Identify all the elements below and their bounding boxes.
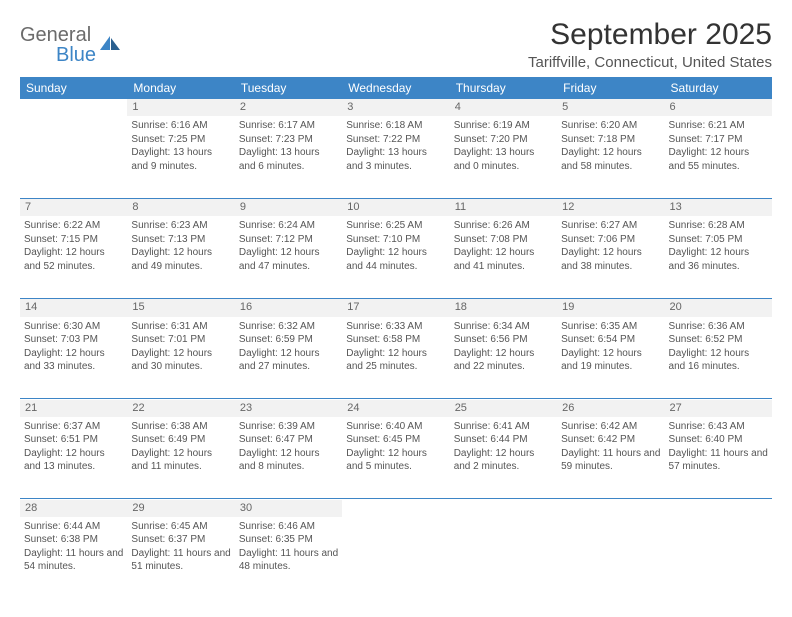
col-tuesday: Tuesday [235, 77, 342, 99]
day-cell: Sunrise: 6:31 AMSunset: 7:01 PMDaylight:… [127, 317, 234, 399]
brand-name-2: Blue [56, 44, 96, 66]
day-cell: Sunrise: 6:32 AMSunset: 6:59 PMDaylight:… [235, 317, 342, 399]
day-cell [557, 517, 664, 599]
day-number: 3 [342, 99, 449, 116]
day-number [342, 500, 449, 517]
day-cell [342, 517, 449, 599]
day-number: 14 [20, 299, 127, 316]
day-cell [665, 517, 772, 599]
day-cell: Sunrise: 6:20 AMSunset: 7:18 PMDaylight:… [557, 116, 664, 198]
day-number: 5 [557, 99, 664, 116]
daynum-row: 78910111213 [20, 199, 772, 216]
week-row: Sunrise: 6:30 AMSunset: 7:03 PMDaylight:… [20, 317, 772, 399]
col-friday: Friday [557, 77, 664, 99]
daynum-row: 123456 [20, 99, 772, 116]
day-number: 26 [557, 400, 664, 417]
day-number: 18 [450, 299, 557, 316]
col-wednesday: Wednesday [342, 77, 449, 99]
day-cell [450, 517, 557, 599]
header: General Blue September 2025 Tariffville,… [20, 18, 772, 71]
day-cell: Sunrise: 6:35 AMSunset: 6:54 PMDaylight:… [557, 317, 664, 399]
week-row: Sunrise: 6:16 AMSunset: 7:25 PMDaylight:… [20, 116, 772, 198]
day-number [450, 500, 557, 517]
day-cell: Sunrise: 6:18 AMSunset: 7:22 PMDaylight:… [342, 116, 449, 198]
day-cell: Sunrise: 6:22 AMSunset: 7:15 PMDaylight:… [20, 216, 127, 298]
day-number: 21 [20, 400, 127, 417]
col-monday: Monday [127, 77, 234, 99]
day-number: 2 [235, 99, 342, 116]
day-cell: Sunrise: 6:27 AMSunset: 7:06 PMDaylight:… [557, 216, 664, 298]
day-cell: Sunrise: 6:28 AMSunset: 7:05 PMDaylight:… [665, 216, 772, 298]
day-cell: Sunrise: 6:43 AMSunset: 6:40 PMDaylight:… [665, 417, 772, 499]
brand-logo: General Blue [20, 26, 120, 66]
day-number: 11 [450, 199, 557, 216]
week-row: Sunrise: 6:37 AMSunset: 6:51 PMDaylight:… [20, 417, 772, 499]
day-cell: Sunrise: 6:21 AMSunset: 7:17 PMDaylight:… [665, 116, 772, 198]
day-cell: Sunrise: 6:38 AMSunset: 6:49 PMDaylight:… [127, 417, 234, 499]
day-cell: Sunrise: 6:39 AMSunset: 6:47 PMDaylight:… [235, 417, 342, 499]
day-number: 15 [127, 299, 234, 316]
day-cell: Sunrise: 6:19 AMSunset: 7:20 PMDaylight:… [450, 116, 557, 198]
day-number: 10 [342, 199, 449, 216]
calendar-table: Sunday Monday Tuesday Wednesday Thursday… [20, 77, 772, 599]
daynum-row: 21222324252627 [20, 400, 772, 417]
day-number [557, 500, 664, 517]
day-number: 25 [450, 400, 557, 417]
day-cell: Sunrise: 6:40 AMSunset: 6:45 PMDaylight:… [342, 417, 449, 499]
day-number: 20 [665, 299, 772, 316]
day-cell: Sunrise: 6:44 AMSunset: 6:38 PMDaylight:… [20, 517, 127, 599]
week-row: Sunrise: 6:22 AMSunset: 7:15 PMDaylight:… [20, 216, 772, 298]
day-number: 28 [20, 500, 127, 517]
day-cell: Sunrise: 6:46 AMSunset: 6:35 PMDaylight:… [235, 517, 342, 599]
daynum-row: 14151617181920 [20, 299, 772, 316]
day-number: 1 [127, 99, 234, 116]
day-number: 29 [127, 500, 234, 517]
day-number: 13 [665, 199, 772, 216]
col-thursday: Thursday [450, 77, 557, 99]
day-number: 9 [235, 199, 342, 216]
day-number: 27 [665, 400, 772, 417]
sail-icon [100, 36, 120, 50]
month-title: September 2025 [528, 18, 772, 52]
day-header-row: Sunday Monday Tuesday Wednesday Thursday… [20, 77, 772, 99]
day-cell: Sunrise: 6:16 AMSunset: 7:25 PMDaylight:… [127, 116, 234, 198]
col-saturday: Saturday [665, 77, 772, 99]
day-cell: Sunrise: 6:23 AMSunset: 7:13 PMDaylight:… [127, 216, 234, 298]
day-number [20, 99, 127, 116]
day-cell: Sunrise: 6:34 AMSunset: 6:56 PMDaylight:… [450, 317, 557, 399]
day-cell: Sunrise: 6:25 AMSunset: 7:10 PMDaylight:… [342, 216, 449, 298]
day-cell: Sunrise: 6:30 AMSunset: 7:03 PMDaylight:… [20, 317, 127, 399]
day-number: 30 [235, 500, 342, 517]
day-number: 8 [127, 199, 234, 216]
brand-name-1: General [20, 24, 91, 46]
day-number: 22 [127, 400, 234, 417]
day-number: 6 [665, 99, 772, 116]
day-cell: Sunrise: 6:17 AMSunset: 7:23 PMDaylight:… [235, 116, 342, 198]
day-cell: Sunrise: 6:42 AMSunset: 6:42 PMDaylight:… [557, 417, 664, 499]
day-number [665, 500, 772, 517]
day-cell [20, 116, 127, 198]
day-number: 12 [557, 199, 664, 216]
day-cell: Sunrise: 6:33 AMSunset: 6:58 PMDaylight:… [342, 317, 449, 399]
location: Tariffville, Connecticut, United States [528, 54, 772, 71]
day-number: 17 [342, 299, 449, 316]
day-cell: Sunrise: 6:26 AMSunset: 7:08 PMDaylight:… [450, 216, 557, 298]
day-cell: Sunrise: 6:36 AMSunset: 6:52 PMDaylight:… [665, 317, 772, 399]
day-number: 19 [557, 299, 664, 316]
day-number: 4 [450, 99, 557, 116]
day-cell: Sunrise: 6:41 AMSunset: 6:44 PMDaylight:… [450, 417, 557, 499]
day-number: 16 [235, 299, 342, 316]
day-number: 23 [235, 400, 342, 417]
day-number: 24 [342, 400, 449, 417]
day-cell: Sunrise: 6:24 AMSunset: 7:12 PMDaylight:… [235, 216, 342, 298]
title-block: September 2025 Tariffville, Connecticut,… [528, 18, 772, 71]
day-cell: Sunrise: 6:37 AMSunset: 6:51 PMDaylight:… [20, 417, 127, 499]
daynum-row: 282930 [20, 500, 772, 517]
col-sunday: Sunday [20, 77, 127, 99]
week-row: Sunrise: 6:44 AMSunset: 6:38 PMDaylight:… [20, 517, 772, 599]
day-number: 7 [20, 199, 127, 216]
day-cell: Sunrise: 6:45 AMSunset: 6:37 PMDaylight:… [127, 517, 234, 599]
